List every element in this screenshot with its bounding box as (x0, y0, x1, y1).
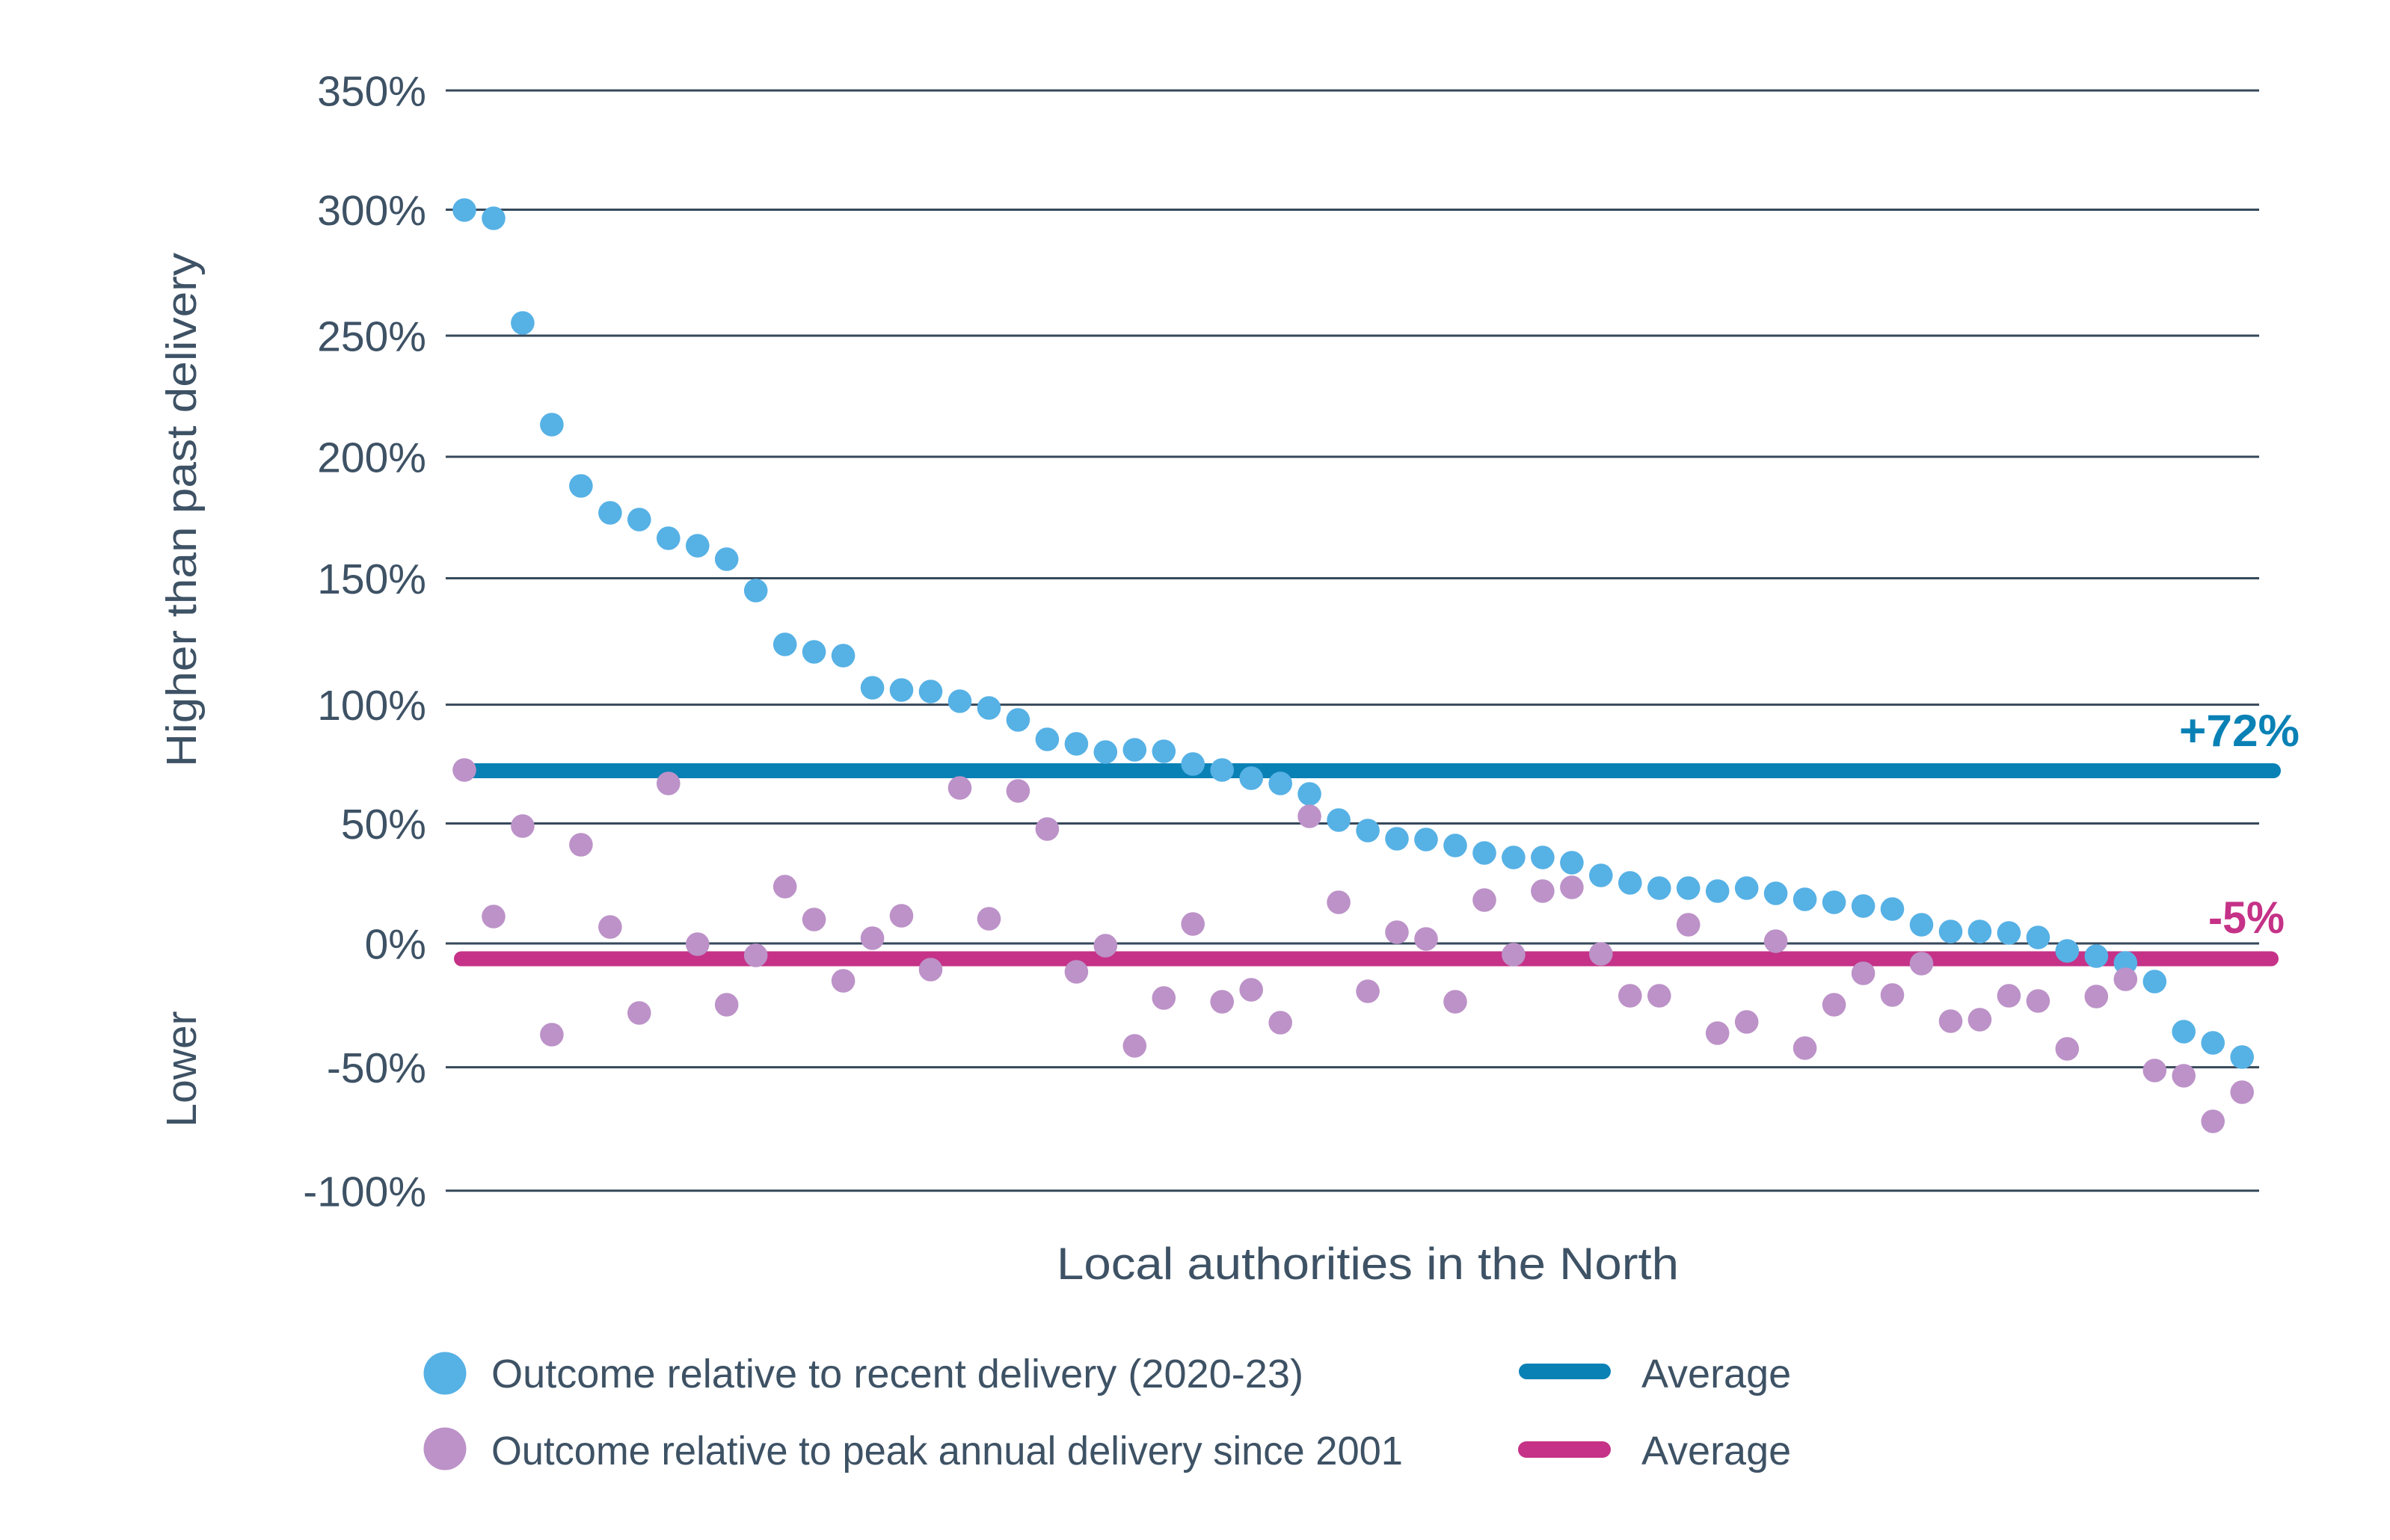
svg-text:300%: 300% (317, 187, 426, 235)
svg-text:50%: 50% (341, 801, 426, 848)
svg-text:250%: 250% (317, 313, 426, 361)
svg-text:200%: 200% (317, 434, 426, 482)
svg-text:Average: Average (1641, 1352, 1791, 1396)
svg-text:-50%: -50% (327, 1044, 426, 1092)
svg-text:Local authorities in the North: Local authorities in the North (1057, 1239, 1679, 1289)
svg-text:100%: 100% (317, 682, 426, 730)
svg-text:-100%: -100% (303, 1168, 426, 1216)
svg-text:Lower: Lower (158, 1011, 206, 1127)
svg-text:Higher than past delivery: Higher than past delivery (158, 252, 206, 767)
svg-text:+72%: +72% (2179, 706, 2300, 756)
svg-text:Outcome relative to peak annua: Outcome relative to peak annual delivery… (491, 1429, 1403, 1473)
svg-text:Average: Average (1641, 1429, 1791, 1473)
svg-text:150%: 150% (317, 555, 426, 603)
svg-text:-5%: -5% (2208, 893, 2285, 943)
svg-text:0%: 0% (365, 921, 426, 969)
svg-text:350%: 350% (317, 68, 426, 116)
svg-text:Outcome relative to recent del: Outcome relative to recent delivery (202… (491, 1352, 1303, 1396)
